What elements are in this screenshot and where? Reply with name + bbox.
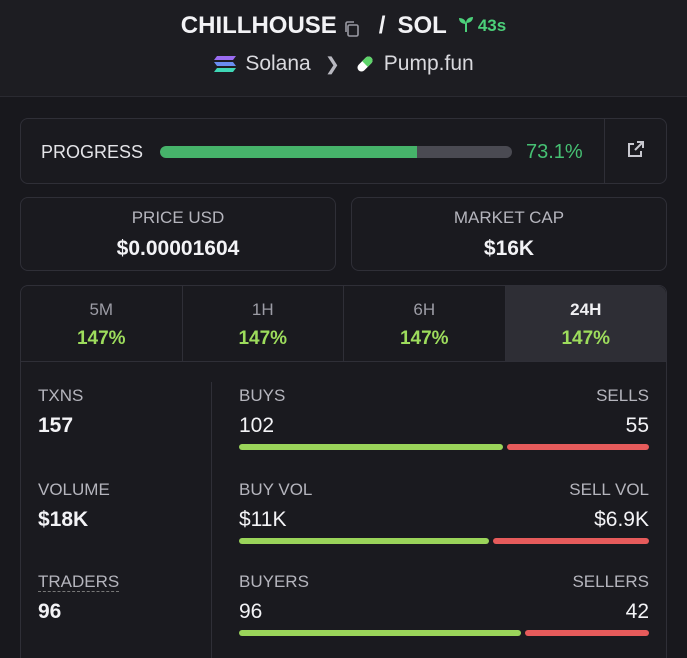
- progress-label: PROGRESS: [41, 142, 144, 162]
- txns-metric: TXNS 157: [38, 386, 83, 438]
- stats-panel: 5M 147% 1H 147% 6H 147% 24H 147% TXNS 15…: [20, 285, 667, 658]
- solana-logo-icon: [213, 54, 237, 74]
- pair-separator: /: [378, 12, 386, 39]
- market-cap-card: MARKET CAP $16K: [351, 197, 667, 271]
- buy-vol-value: $11K: [239, 508, 287, 531]
- tab-5m[interactable]: 5M 147%: [21, 286, 183, 361]
- buy-vol-label: BUY VOL: [239, 480, 313, 499]
- price-usd-card: PRICE USD $0.00001604: [20, 197, 336, 271]
- sell-bar: [506, 444, 649, 450]
- age-text: 43s: [477, 16, 507, 35]
- tab-1h[interactable]: 1H 147%: [183, 286, 344, 361]
- market-cap-label: MARKET CAP: [453, 208, 565, 227]
- chevron-right-icon: ❯: [324, 53, 340, 74]
- tab-label: 1H: [251, 300, 274, 319]
- tab-label: 24H: [570, 300, 602, 319]
- market-cap-value: $16K: [483, 237, 535, 260]
- progress-fill: [160, 146, 418, 158]
- buy-bar: [239, 630, 522, 636]
- buys-sells-bar: [239, 444, 649, 450]
- volume-metric: VOLUME $18K: [38, 480, 110, 532]
- tab-6h[interactable]: 6H 147%: [344, 286, 506, 361]
- sells-value: 55: [625, 414, 649, 437]
- seedling-icon: [457, 12, 475, 40]
- breadcrumb: Solana ❯ Pump.fun: [0, 52, 687, 76]
- buys-label: BUYS: [239, 386, 286, 405]
- token-header: CHILLHOUSE / SOL 43s Solana ❯ Pump.fun: [0, 0, 687, 97]
- progress-value: 73.1%: [526, 141, 583, 163]
- sell-bar: [492, 538, 649, 544]
- quote-symbol: SOL: [397, 12, 447, 39]
- sell-bar: [525, 630, 649, 636]
- price-label: PRICE USD: [131, 208, 225, 227]
- buyers-label: BUYERS: [239, 572, 309, 591]
- txns-value: 157: [38, 414, 74, 437]
- external-link-button[interactable]: [604, 119, 666, 183]
- timeframe-tabs: 5M 147% 1H 147% 6H 147% 24H 147%: [21, 286, 666, 362]
- bonding-progress-card: PROGRESS 73.1%: [20, 118, 667, 184]
- platform-link[interactable]: Pump.fun: [383, 52, 474, 75]
- tab-change: 147%: [76, 328, 126, 349]
- traders-label[interactable]: TRADERS: [38, 572, 120, 592]
- tab-change: 147%: [238, 328, 288, 349]
- traders-value: 96: [38, 600, 62, 623]
- buyers-value: 96: [239, 600, 263, 623]
- buy-bar: [239, 444, 503, 450]
- buyers-sellers-split: BUYERS SELLERS 96 42: [239, 572, 649, 636]
- buy-bar: [239, 538, 489, 544]
- pair-title: CHILLHOUSE / SOL 43s: [0, 12, 687, 40]
- column-divider: [211, 382, 212, 658]
- traders-metric: TRADERS 96: [38, 572, 120, 624]
- tab-change: 147%: [399, 328, 449, 349]
- external-link-icon: [626, 139, 646, 164]
- sell-vol-label: SELL VOL: [569, 480, 649, 499]
- buyers-sellers-bar: [239, 630, 649, 636]
- tab-label: 5M: [89, 300, 114, 319]
- buys-sells-split: BUYS SELLS 102 55: [239, 386, 649, 450]
- buys-value: 102: [239, 414, 275, 437]
- volume-bar: [239, 538, 649, 544]
- tab-label: 6H: [413, 300, 436, 319]
- pair-age: 43s: [457, 12, 506, 40]
- progress-bar: [160, 146, 512, 158]
- token-symbol: CHILLHOUSE: [180, 12, 337, 39]
- tab-24h[interactable]: 24H 147%: [505, 286, 666, 361]
- sellers-value: 42: [625, 600, 649, 623]
- chain-link[interactable]: Solana: [245, 52, 311, 75]
- sell-vol-value: $6.9K: [594, 508, 649, 531]
- price-value: $0.00001604: [116, 237, 240, 260]
- volume-value: $18K: [38, 508, 89, 531]
- txns-label: TXNS: [38, 386, 84, 405]
- sellers-label: SELLERS: [572, 572, 649, 591]
- pill-icon: [354, 53, 376, 75]
- copy-icon[interactable]: [343, 17, 361, 37]
- tab-change: 147%: [561, 328, 611, 349]
- sells-label: SELLS: [596, 386, 649, 405]
- volume-label: VOLUME: [38, 480, 110, 499]
- volume-split: BUY VOL SELL VOL $11K $6.9K: [239, 480, 649, 544]
